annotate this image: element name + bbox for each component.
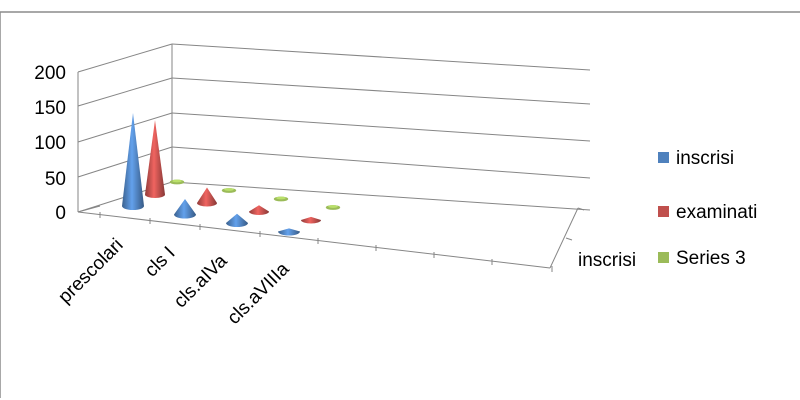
cone-series-3-cls-aiva (273, 196, 289, 202)
legend-swatch (658, 152, 669, 163)
y-tick-label-50: 50 (45, 169, 66, 190)
category-label-cls-aviiia: cls.aVIIIa (223, 258, 293, 328)
y-tick-label-200: 200 (34, 63, 66, 84)
legend-label: examinati (676, 202, 757, 223)
cone-examinati-cls-i (197, 187, 217, 207)
cone-inscrisi-cls-i (174, 199, 196, 219)
legend-item-inscrisi: inscrisi (658, 148, 734, 169)
cone-series-3-cls-i (221, 188, 237, 193)
legend-item-examinati: examinati (658, 202, 757, 223)
legend-label: Series 3 (676, 248, 746, 269)
cone-body (226, 213, 248, 227)
cone-body (278, 228, 300, 236)
gridline-50-back (171, 146, 591, 179)
gridline-200 (77, 43, 173, 73)
gridline-0-back (171, 181, 591, 211)
depth-axis-label: inscrisi (578, 250, 636, 271)
cone-disc-highlight (224, 188, 234, 191)
cone-inscrisi-cls-aiva (226, 213, 248, 227)
cone-body (249, 205, 269, 215)
gridline-150 (77, 77, 173, 107)
gridline-100-back (171, 112, 591, 142)
cone-inscrisi-cls-aviiia (278, 228, 300, 236)
y-axis-labels: 200 150 100 50 0 (34, 63, 66, 224)
x-axis-labels: prescolari cls I cls.aIVa cls.aVIIIa (54, 235, 293, 329)
cone-series-3-cls-aviiia (325, 205, 341, 210)
legend-label: inscrisi (676, 148, 734, 169)
cone-inscrisi-prescolari (122, 113, 144, 210)
cone-examinati-prescolari (145, 120, 165, 198)
gridline-150-back (171, 77, 591, 105)
cone-disc-highlight (328, 205, 338, 208)
cone-examinati-cls-aviiia (301, 216, 321, 224)
cone-disc-highlight (172, 179, 182, 183)
gridline-200-back (171, 43, 591, 71)
category-label-prescolari: prescolari (54, 235, 127, 308)
legend-item-series-3: Series 3 (658, 248, 746, 269)
cone-body (145, 120, 165, 198)
floor-right-edge (549, 207, 579, 269)
y-tick-label-150: 150 (34, 98, 66, 119)
legend: inscrisi examinati Series 3 (658, 148, 757, 269)
cone-body (122, 113, 144, 210)
floor-left-edge (77, 205, 101, 213)
depth-tick-2 (577, 207, 585, 211)
y-tick-label-0: 0 (55, 203, 66, 224)
category-label-cls-i: cls I (141, 243, 180, 282)
gridline-100 (77, 112, 173, 143)
legend-swatch (658, 206, 669, 217)
cone-body (301, 216, 321, 224)
cone-examinati-cls-aiva (249, 205, 269, 215)
floor-front-edge (77, 211, 551, 269)
cone-body (174, 199, 196, 219)
gridlines (77, 43, 591, 213)
cone-disc-highlight (276, 196, 286, 200)
legend-swatch (658, 252, 669, 263)
floor (77, 205, 585, 272)
category-label-cls-aiva: cls.aIVa (170, 250, 232, 312)
cone-marks (122, 113, 341, 236)
cone-series-3-prescolari (169, 179, 185, 185)
depth-tick-1 (565, 237, 573, 241)
cone-body (197, 187, 217, 207)
y-tick-label-100: 100 (34, 133, 66, 154)
